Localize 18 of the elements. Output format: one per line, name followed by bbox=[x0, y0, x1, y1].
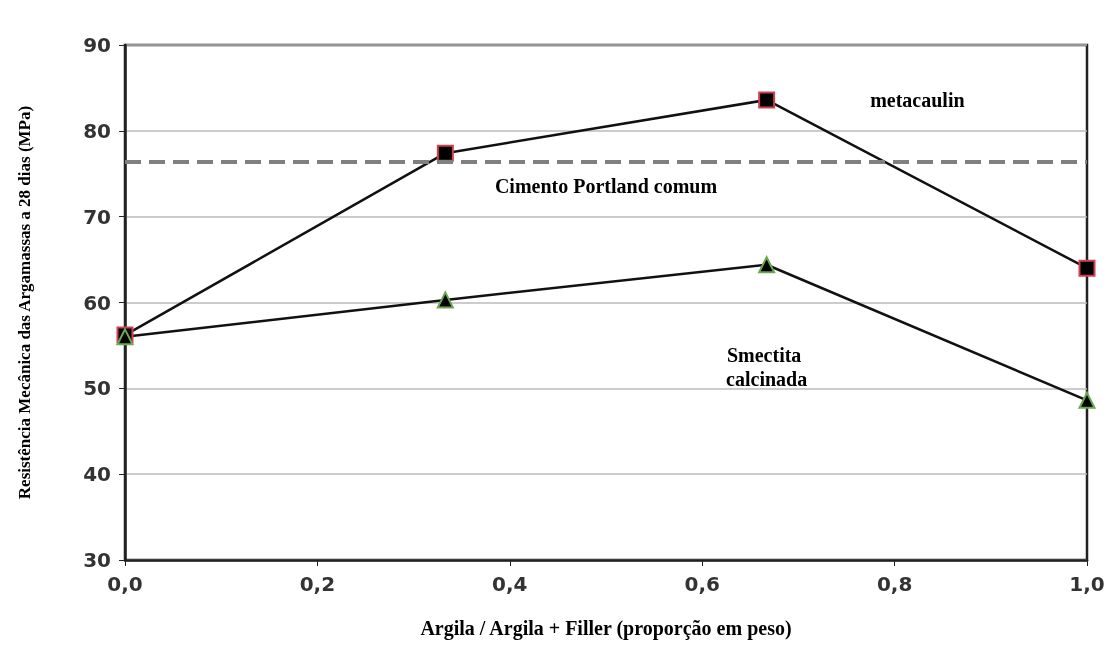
y-tick-label: 50 bbox=[83, 376, 111, 401]
y-tick-label: 60 bbox=[83, 290, 111, 315]
x-tick-label: 0,6 bbox=[684, 572, 720, 596]
x-tick-label: 0,2 bbox=[299, 572, 336, 596]
y-tick-label: 40 bbox=[83, 462, 111, 487]
x-tick-label: 0,4 bbox=[492, 572, 528, 596]
y-tick-label: 90 bbox=[83, 33, 111, 57]
x-tick-label: 1,0 bbox=[1069, 572, 1105, 596]
y-tick-label: 70 bbox=[83, 204, 111, 229]
y-axis-title: Resistência Mecânica das Argamassas a 28 dias (MPa) bbox=[15, 105, 34, 500]
ref-line-label: Cimento Portland comum bbox=[494, 174, 718, 197]
x-tick-label: 0,8 bbox=[876, 572, 913, 596]
y-tick-label: 30 bbox=[83, 548, 111, 572]
text: Smectita calcinada bbox=[726, 344, 808, 391]
series-label: metacaulin bbox=[870, 88, 965, 111]
x-axis-title: Argila / Argila + Filler (proporção em peso) bbox=[420, 617, 792, 640]
y-tick-label: 80 bbox=[83, 118, 111, 143]
x-tick-label: 0,0 bbox=[107, 572, 143, 596]
